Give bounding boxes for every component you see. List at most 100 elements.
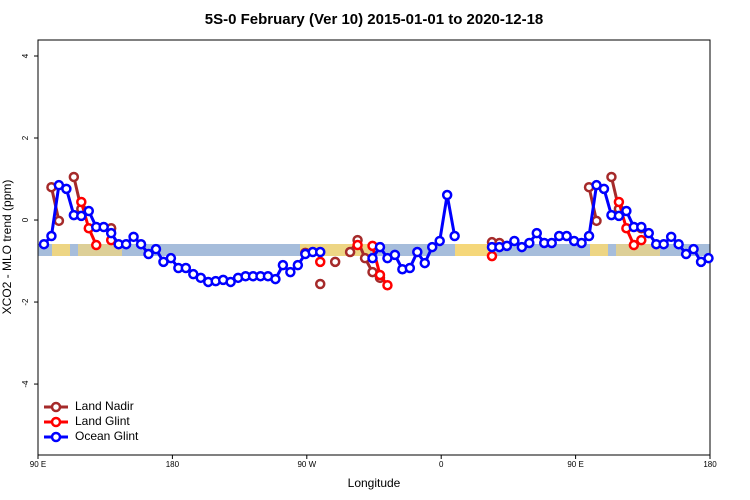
data-point xyxy=(314,256,326,268)
y-tick-label: 0 xyxy=(21,217,30,222)
data-point xyxy=(98,221,109,233)
data-point xyxy=(285,266,296,278)
data-point xyxy=(46,230,57,242)
data-point xyxy=(636,234,647,246)
data-point xyxy=(367,252,378,264)
data-point xyxy=(591,215,602,227)
data-point xyxy=(195,272,207,284)
data-point xyxy=(688,243,699,255)
data-point xyxy=(680,248,692,260)
data-point xyxy=(412,246,423,258)
legend-label: Ocean Glint xyxy=(75,429,139,443)
data-point xyxy=(598,183,610,195)
data-point xyxy=(314,246,326,258)
chart-title: 5S-0 February (Ver 10) 2015-01-01 to 202… xyxy=(205,11,544,28)
data-point xyxy=(68,171,80,183)
x-tick-label: 180 xyxy=(166,460,180,469)
data-point xyxy=(352,239,363,251)
data-point xyxy=(38,238,50,250)
data-point xyxy=(76,196,87,208)
x-tick-label: 180 xyxy=(703,460,717,469)
series-line xyxy=(42,182,710,284)
data-point xyxy=(128,231,139,243)
legend-item: Ocean Glint xyxy=(44,429,139,443)
data-point xyxy=(61,183,72,195)
data-point xyxy=(613,210,625,222)
data-point xyxy=(180,262,192,274)
data-point xyxy=(419,257,431,269)
x-tick-label: 90 W xyxy=(297,460,316,469)
data-point xyxy=(90,239,102,251)
data-point xyxy=(165,252,177,264)
data-point xyxy=(329,256,341,268)
x-tick-label: 90 E xyxy=(567,460,583,469)
data-point xyxy=(120,238,132,250)
data-point xyxy=(613,196,625,208)
legend-marker xyxy=(50,401,62,413)
data-point xyxy=(643,227,655,239)
data-point xyxy=(389,249,401,261)
data-point xyxy=(53,215,65,227)
data-point xyxy=(606,171,617,183)
data-point xyxy=(621,205,632,217)
data-point xyxy=(270,273,281,285)
data-point xyxy=(561,230,572,242)
x-axis-label: Longitude xyxy=(348,476,401,490)
data-point xyxy=(509,235,520,247)
x-tick-label: 0 xyxy=(439,460,444,469)
data-point xyxy=(628,239,640,251)
data-point xyxy=(434,235,445,247)
data-point xyxy=(583,230,595,242)
data-point xyxy=(344,246,356,258)
data-point xyxy=(546,237,557,249)
land-patch xyxy=(52,244,70,256)
data-point xyxy=(501,240,513,252)
data-point xyxy=(314,278,326,290)
data-point xyxy=(105,227,117,239)
data-point xyxy=(665,231,677,243)
data-point xyxy=(576,237,587,249)
data-point xyxy=(374,269,386,281)
series-line xyxy=(51,177,641,278)
plot-frame xyxy=(37,39,711,456)
data-point xyxy=(292,259,304,271)
data-point xyxy=(516,241,528,253)
data-point xyxy=(636,221,647,233)
data-point xyxy=(449,230,460,242)
data-point xyxy=(382,279,393,291)
y-tick-label: 4 xyxy=(21,53,30,58)
data-point xyxy=(83,205,95,217)
land-patch xyxy=(78,244,122,256)
legend-label: Land Glint xyxy=(75,414,130,428)
data-point xyxy=(426,241,438,253)
y-axis-label: XCO2 - MLO trend (ppm) xyxy=(0,180,14,315)
data-point xyxy=(76,210,87,222)
data-point xyxy=(143,248,154,260)
land-patch xyxy=(590,244,608,256)
y-tick-label: -4 xyxy=(21,380,30,388)
land-patch xyxy=(455,244,493,256)
data-point xyxy=(658,238,669,250)
data-point xyxy=(374,241,386,253)
land-patch xyxy=(616,244,660,256)
legend-item: Land Nadir xyxy=(44,399,134,413)
data-point xyxy=(524,237,535,249)
data-point xyxy=(486,250,498,262)
legend-label: Land Nadir xyxy=(75,399,134,413)
data-point xyxy=(277,259,289,271)
y-tick-label: 2 xyxy=(21,135,30,140)
data-point xyxy=(150,243,162,255)
data-point xyxy=(531,227,543,239)
data-point xyxy=(673,238,684,250)
data-point xyxy=(703,252,714,264)
x-tick-label: 90 E xyxy=(30,460,46,469)
y-tick-label: -2 xyxy=(21,298,30,306)
legend-item: Land Glint xyxy=(44,414,130,428)
legend-marker xyxy=(50,431,62,443)
data-point xyxy=(441,189,453,201)
data-point xyxy=(135,238,147,250)
data-point xyxy=(404,262,416,274)
data-point xyxy=(225,276,236,288)
legend-marker xyxy=(50,416,62,428)
